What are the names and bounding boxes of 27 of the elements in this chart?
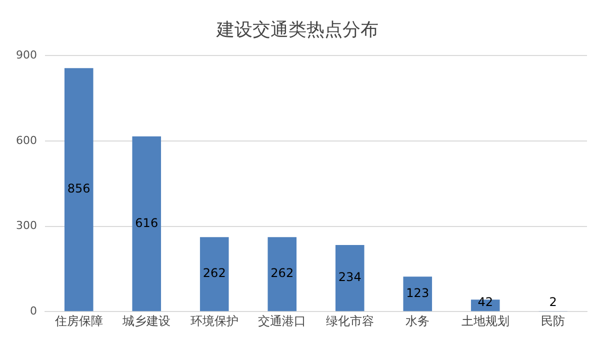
bar <box>268 237 297 312</box>
y-tick-label: 0 <box>30 304 37 318</box>
x-tick-label: 绿化市容 <box>326 314 374 328</box>
data-label: 856 <box>67 182 90 196</box>
data-label: 234 <box>338 270 362 284</box>
x-tick-label: 民防 <box>541 314 566 328</box>
data-label: 123 <box>406 286 430 300</box>
x-tick-label: 环境保护 <box>190 314 238 328</box>
data-label: 2 <box>549 295 557 310</box>
bar <box>403 276 432 312</box>
bar <box>335 245 364 312</box>
x-tick-label: 水务 <box>406 314 430 328</box>
x-tick-label: 土地规划 <box>461 314 510 328</box>
bar <box>132 136 162 312</box>
x-tick-label: 城乡建设 <box>122 314 171 328</box>
data-label: 262 <box>270 266 294 280</box>
y-tick-label: 600 <box>16 134 37 147</box>
x-tick-label: 交通港口 <box>258 314 306 328</box>
bar <box>64 68 94 312</box>
chart-title: 建设交通类热点分布 <box>216 19 378 40</box>
data-label: 42 <box>478 295 494 310</box>
y-tick-label: 300 <box>16 219 37 232</box>
x-tick-label: 住房保障 <box>54 314 103 328</box>
data-label: 262 <box>202 266 226 280</box>
y-tick-label: 900 <box>16 48 37 62</box>
bar <box>200 237 229 312</box>
data-label: 616 <box>135 216 158 230</box>
